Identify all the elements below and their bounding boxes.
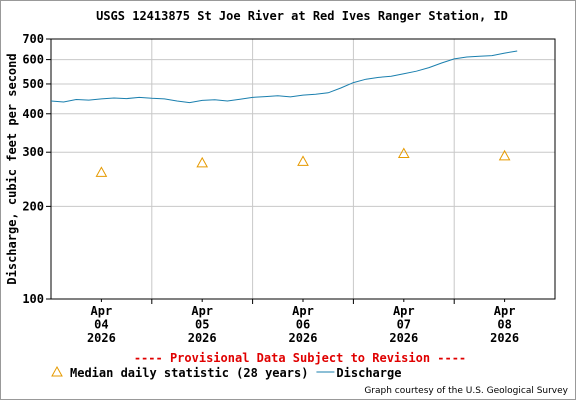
x-tick-label-line: 08 [497, 318, 511, 332]
legend-label: Median daily statistic (28 years) [70, 366, 308, 380]
y-tick-label: 600 [22, 53, 44, 67]
x-tick-label: Apr 04 2026 [87, 304, 116, 345]
legend-label: Discharge [336, 366, 401, 380]
credit: Graph courtesy of the U.S. Geological Su… [364, 386, 568, 396]
x-tick-label: Apr 08 2026 [490, 304, 519, 345]
y-tick-label: 300 [22, 145, 44, 159]
x-tick-label: Apr 07 2026 [389, 304, 418, 345]
plot-border [50, 38, 556, 300]
y-tick-label: 400 [22, 107, 44, 121]
median-point [95, 166, 108, 177]
y-tick-label: 200 [22, 199, 44, 213]
median-point [397, 147, 410, 159]
x-tick-label-line: 2026 [289, 331, 318, 345]
x-tick-label: Apr 05 2026 [188, 304, 217, 345]
y-tick-label: 700 [22, 32, 44, 46]
annotation: ---- Provisional Data Subject to Revisio… [134, 351, 466, 365]
x-tick-label-line: 07 [397, 318, 411, 332]
x-tick-label-line: 2026 [87, 331, 116, 345]
x-tick-label-line: 04 [94, 318, 108, 332]
median-point [498, 149, 511, 161]
median-point [297, 155, 309, 166]
x-tick-label-line: Apr [191, 304, 213, 318]
x-tick-label-line: 2026 [490, 331, 519, 345]
y-tick-label: 500 [22, 77, 44, 91]
x-tick-label-line: 2026 [188, 331, 217, 345]
chart-title: USGS 12413875 St Joe River at Red Ives R… [96, 9, 508, 23]
x-tick-label: Apr 06 2026 [289, 304, 318, 345]
x-tick-label-line: Apr [494, 304, 516, 318]
y-tick-label: 100 [22, 292, 44, 306]
discharge-line [50, 50, 518, 104]
x-tick-label-line: Apr [393, 304, 415, 318]
x-tick-label-line: 2026 [389, 331, 418, 345]
legend-marker [51, 365, 63, 377]
x-tick-label-line: Apr [91, 304, 113, 318]
x-tick-label-line: 05 [195, 318, 209, 332]
x-tick-label-line: Apr [292, 304, 314, 318]
median-point [196, 156, 209, 168]
x-tick-label-line: 06 [296, 318, 310, 332]
y-axis-label: Discharge, cubic feet per second [5, 53, 19, 284]
